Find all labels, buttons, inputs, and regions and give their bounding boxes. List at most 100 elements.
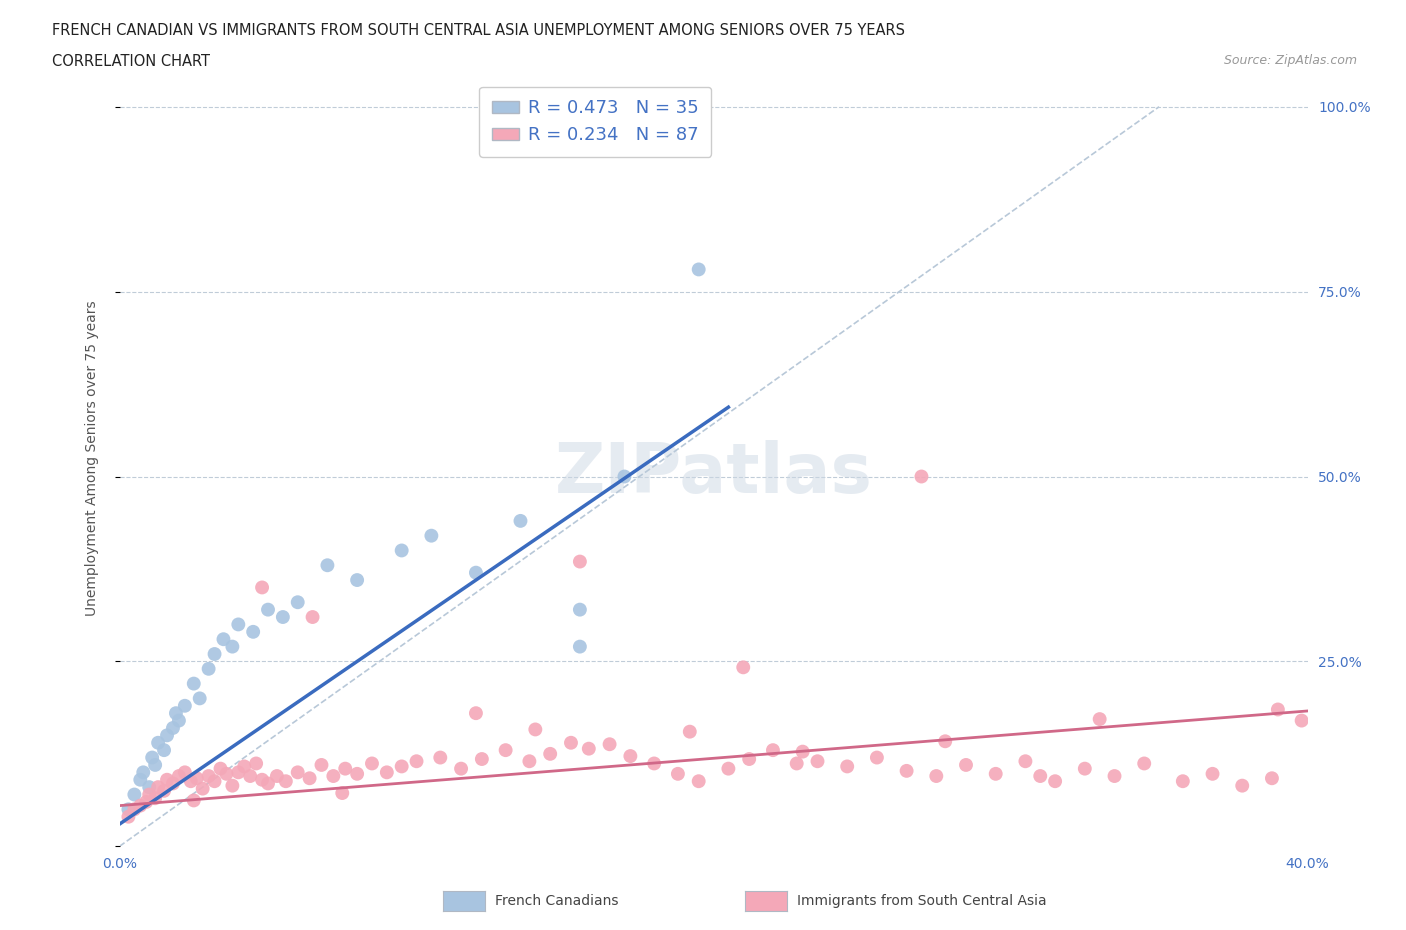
Point: [167, 713, 190, 728]
Point: [361, 756, 384, 771]
Point: [335, 761, 357, 776]
Point: [180, 774, 202, 789]
Point: [866, 751, 889, 765]
Point: [717, 761, 740, 776]
Point: [568, 554, 591, 569]
Point: [666, 766, 689, 781]
Text: Immigrants from South Central Asia: Immigrants from South Central Asia: [797, 894, 1047, 909]
Point: [599, 737, 621, 751]
Point: [560, 736, 582, 751]
Point: [209, 761, 232, 776]
Point: [568, 639, 591, 654]
Point: [162, 721, 184, 736]
Point: [212, 631, 235, 646]
Point: [1171, 774, 1194, 789]
Point: [162, 776, 184, 790]
Point: [450, 761, 472, 776]
Point: [242, 624, 264, 639]
Point: [165, 706, 187, 721]
Point: [316, 558, 339, 573]
Point: [221, 639, 243, 654]
Point: [405, 754, 427, 769]
Point: [568, 603, 591, 618]
Point: [429, 751, 451, 765]
Point: [287, 595, 309, 610]
Point: [1232, 778, 1254, 793]
Point: [955, 758, 977, 773]
Point: [524, 722, 547, 737]
Point: [298, 771, 321, 786]
Point: [274, 774, 297, 789]
Text: ZIPatlas: ZIPatlas: [554, 440, 873, 507]
Point: [762, 743, 785, 758]
Point: [738, 751, 761, 766]
Point: [1088, 711, 1111, 726]
Point: [837, 759, 859, 774]
Point: [146, 736, 169, 751]
Point: [156, 728, 179, 743]
Point: [375, 764, 398, 779]
Point: [679, 724, 702, 739]
Point: [129, 772, 152, 787]
Point: [464, 706, 486, 721]
Point: [228, 764, 250, 779]
Point: [266, 768, 288, 783]
Point: [1291, 713, 1313, 728]
Point: [173, 698, 195, 713]
Point: [257, 776, 280, 790]
Point: [1043, 774, 1066, 789]
Point: [143, 758, 166, 773]
Point: [257, 603, 280, 618]
Point: [311, 758, 333, 773]
Point: [934, 734, 956, 749]
Point: [322, 768, 344, 783]
Point: [197, 768, 219, 783]
Point: [1201, 766, 1223, 781]
Point: [117, 809, 139, 824]
Point: [1133, 756, 1156, 771]
Legend: R = 0.473   N = 35, R = 0.234   N = 87: R = 0.473 N = 35, R = 0.234 N = 87: [479, 86, 711, 157]
Point: [132, 764, 155, 779]
Point: [271, 609, 294, 624]
Point: [146, 779, 169, 794]
Point: [578, 741, 600, 756]
Point: [346, 766, 368, 781]
Point: [135, 794, 157, 809]
Point: [330, 786, 353, 801]
Point: [153, 743, 176, 758]
Point: [124, 802, 146, 817]
Point: [619, 749, 641, 764]
Point: [186, 771, 208, 786]
Point: [1014, 754, 1036, 769]
Point: [204, 646, 226, 661]
Point: [1261, 771, 1284, 786]
Point: [786, 756, 808, 771]
Point: [204, 774, 226, 789]
Text: CORRELATION CHART: CORRELATION CHART: [52, 54, 209, 69]
Point: [910, 469, 932, 484]
Point: [391, 759, 413, 774]
Point: [188, 691, 211, 706]
Point: [287, 764, 309, 779]
Point: [925, 768, 948, 783]
Point: [143, 790, 166, 805]
Point: [806, 754, 828, 769]
Point: [519, 754, 541, 769]
Point: [495, 743, 517, 758]
Y-axis label: Unemployment Among Seniors over 75 years: Unemployment Among Seniors over 75 years: [84, 300, 98, 616]
Point: [984, 766, 1007, 781]
Point: [215, 766, 238, 781]
Point: [167, 768, 190, 783]
Point: [420, 528, 443, 543]
Text: Source: ZipAtlas.com: Source: ZipAtlas.com: [1223, 54, 1357, 67]
Point: [643, 756, 665, 771]
Point: [153, 783, 176, 798]
Point: [117, 802, 139, 817]
Point: [173, 764, 195, 779]
Point: [301, 609, 323, 624]
Point: [183, 793, 205, 808]
Point: [138, 779, 160, 794]
Point: [250, 580, 273, 595]
Point: [197, 661, 219, 676]
Point: [792, 744, 814, 759]
